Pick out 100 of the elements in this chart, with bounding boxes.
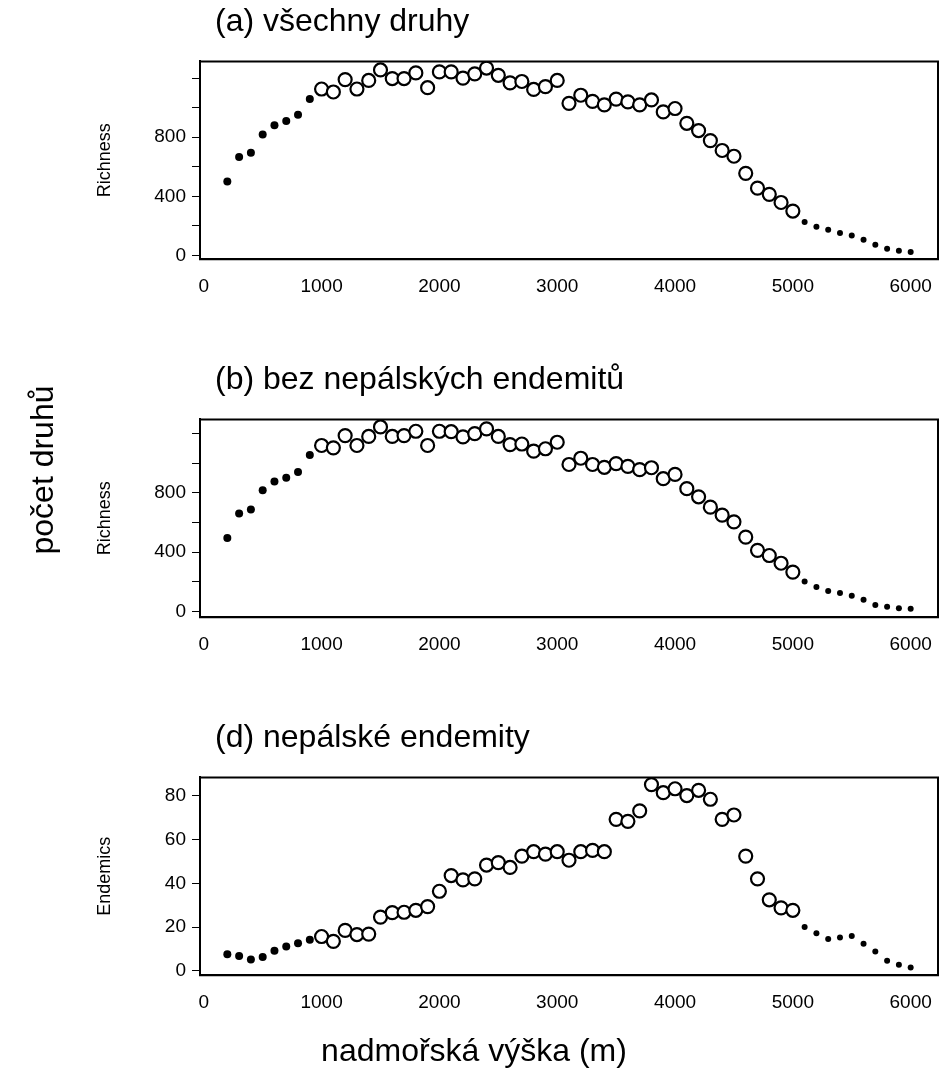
point bbox=[813, 223, 820, 230]
point bbox=[643, 777, 660, 793]
point bbox=[872, 948, 879, 955]
point bbox=[738, 165, 754, 181]
x-tick-label: 5000 bbox=[771, 990, 814, 1012]
point bbox=[761, 892, 777, 908]
point bbox=[596, 97, 612, 113]
text: nadmořská výška (m) bbox=[320, 1032, 628, 1069]
point bbox=[702, 132, 718, 149]
point bbox=[561, 95, 577, 111]
point bbox=[773, 555, 789, 571]
point bbox=[895, 605, 902, 612]
point bbox=[294, 468, 303, 477]
point bbox=[325, 440, 341, 456]
point bbox=[895, 247, 902, 254]
point bbox=[726, 148, 742, 164]
point bbox=[860, 596, 867, 603]
x-tick-label: 2000 bbox=[418, 990, 461, 1012]
point bbox=[667, 781, 683, 797]
point bbox=[408, 423, 424, 439]
point bbox=[270, 477, 279, 486]
text: počet druhů bbox=[23, 385, 61, 555]
y-tick-label: 60 bbox=[164, 827, 186, 849]
y-tick-label: 20 bbox=[164, 915, 186, 937]
point bbox=[813, 930, 820, 937]
point bbox=[584, 456, 601, 473]
point bbox=[738, 848, 754, 864]
chart-title: (a) všechny druhy bbox=[215, 2, 470, 39]
y-axis-title: Richness bbox=[93, 481, 114, 556]
y-tick-label: 800 bbox=[154, 125, 186, 147]
point bbox=[714, 142, 730, 159]
point bbox=[246, 955, 255, 964]
point bbox=[258, 130, 267, 139]
point bbox=[420, 898, 436, 915]
point bbox=[825, 935, 832, 942]
point bbox=[420, 437, 436, 454]
point bbox=[749, 180, 766, 196]
point bbox=[836, 229, 843, 236]
point bbox=[282, 473, 291, 482]
point bbox=[773, 194, 789, 211]
point bbox=[749, 871, 766, 887]
y-tick-label: 0 bbox=[175, 243, 186, 265]
point bbox=[561, 852, 577, 868]
point bbox=[467, 426, 483, 442]
point bbox=[907, 605, 914, 612]
point bbox=[223, 177, 232, 186]
point bbox=[384, 428, 400, 445]
point bbox=[270, 121, 279, 130]
x-tick-label: 6000 bbox=[889, 632, 932, 654]
point bbox=[294, 110, 303, 119]
point bbox=[443, 867, 459, 884]
point bbox=[361, 72, 377, 89]
point bbox=[537, 79, 554, 95]
point bbox=[305, 95, 314, 104]
point bbox=[549, 434, 565, 450]
point bbox=[294, 939, 303, 948]
point bbox=[679, 787, 695, 804]
point bbox=[895, 961, 902, 968]
point bbox=[825, 226, 832, 233]
point bbox=[884, 957, 891, 964]
point bbox=[305, 935, 314, 944]
point bbox=[455, 70, 471, 86]
point bbox=[848, 933, 855, 940]
point bbox=[325, 84, 341, 100]
x-tick-label: 6000 bbox=[889, 274, 932, 296]
point bbox=[313, 928, 330, 945]
x-tick-label: 0 bbox=[198, 990, 210, 1012]
y-tick-label: 800 bbox=[154, 481, 186, 503]
point bbox=[848, 592, 855, 599]
point bbox=[813, 583, 820, 590]
point bbox=[490, 855, 506, 871]
point bbox=[667, 466, 683, 483]
point bbox=[620, 813, 636, 829]
x-tick-label: 3000 bbox=[536, 990, 579, 1012]
point bbox=[667, 100, 683, 117]
x-tick-label: 1000 bbox=[300, 632, 343, 654]
point bbox=[223, 950, 232, 959]
point bbox=[573, 87, 589, 103]
point bbox=[282, 116, 291, 125]
point bbox=[305, 450, 314, 459]
point bbox=[235, 509, 244, 518]
point bbox=[561, 456, 577, 473]
point bbox=[655, 104, 671, 120]
point bbox=[801, 218, 808, 225]
point bbox=[478, 421, 495, 437]
point bbox=[549, 72, 565, 89]
point bbox=[872, 601, 879, 608]
point bbox=[702, 499, 718, 515]
point bbox=[490, 428, 506, 445]
point bbox=[337, 71, 353, 88]
y-axis-title: Richness bbox=[93, 123, 114, 198]
point bbox=[258, 953, 267, 962]
point bbox=[860, 940, 867, 947]
point bbox=[761, 547, 777, 564]
x-tick-label: 2000 bbox=[418, 632, 461, 654]
x-tick-label: 4000 bbox=[653, 990, 697, 1012]
x-tick-label: 1000 bbox=[300, 990, 343, 1012]
point bbox=[478, 61, 495, 76]
point bbox=[408, 65, 424, 81]
point bbox=[643, 460, 660, 476]
